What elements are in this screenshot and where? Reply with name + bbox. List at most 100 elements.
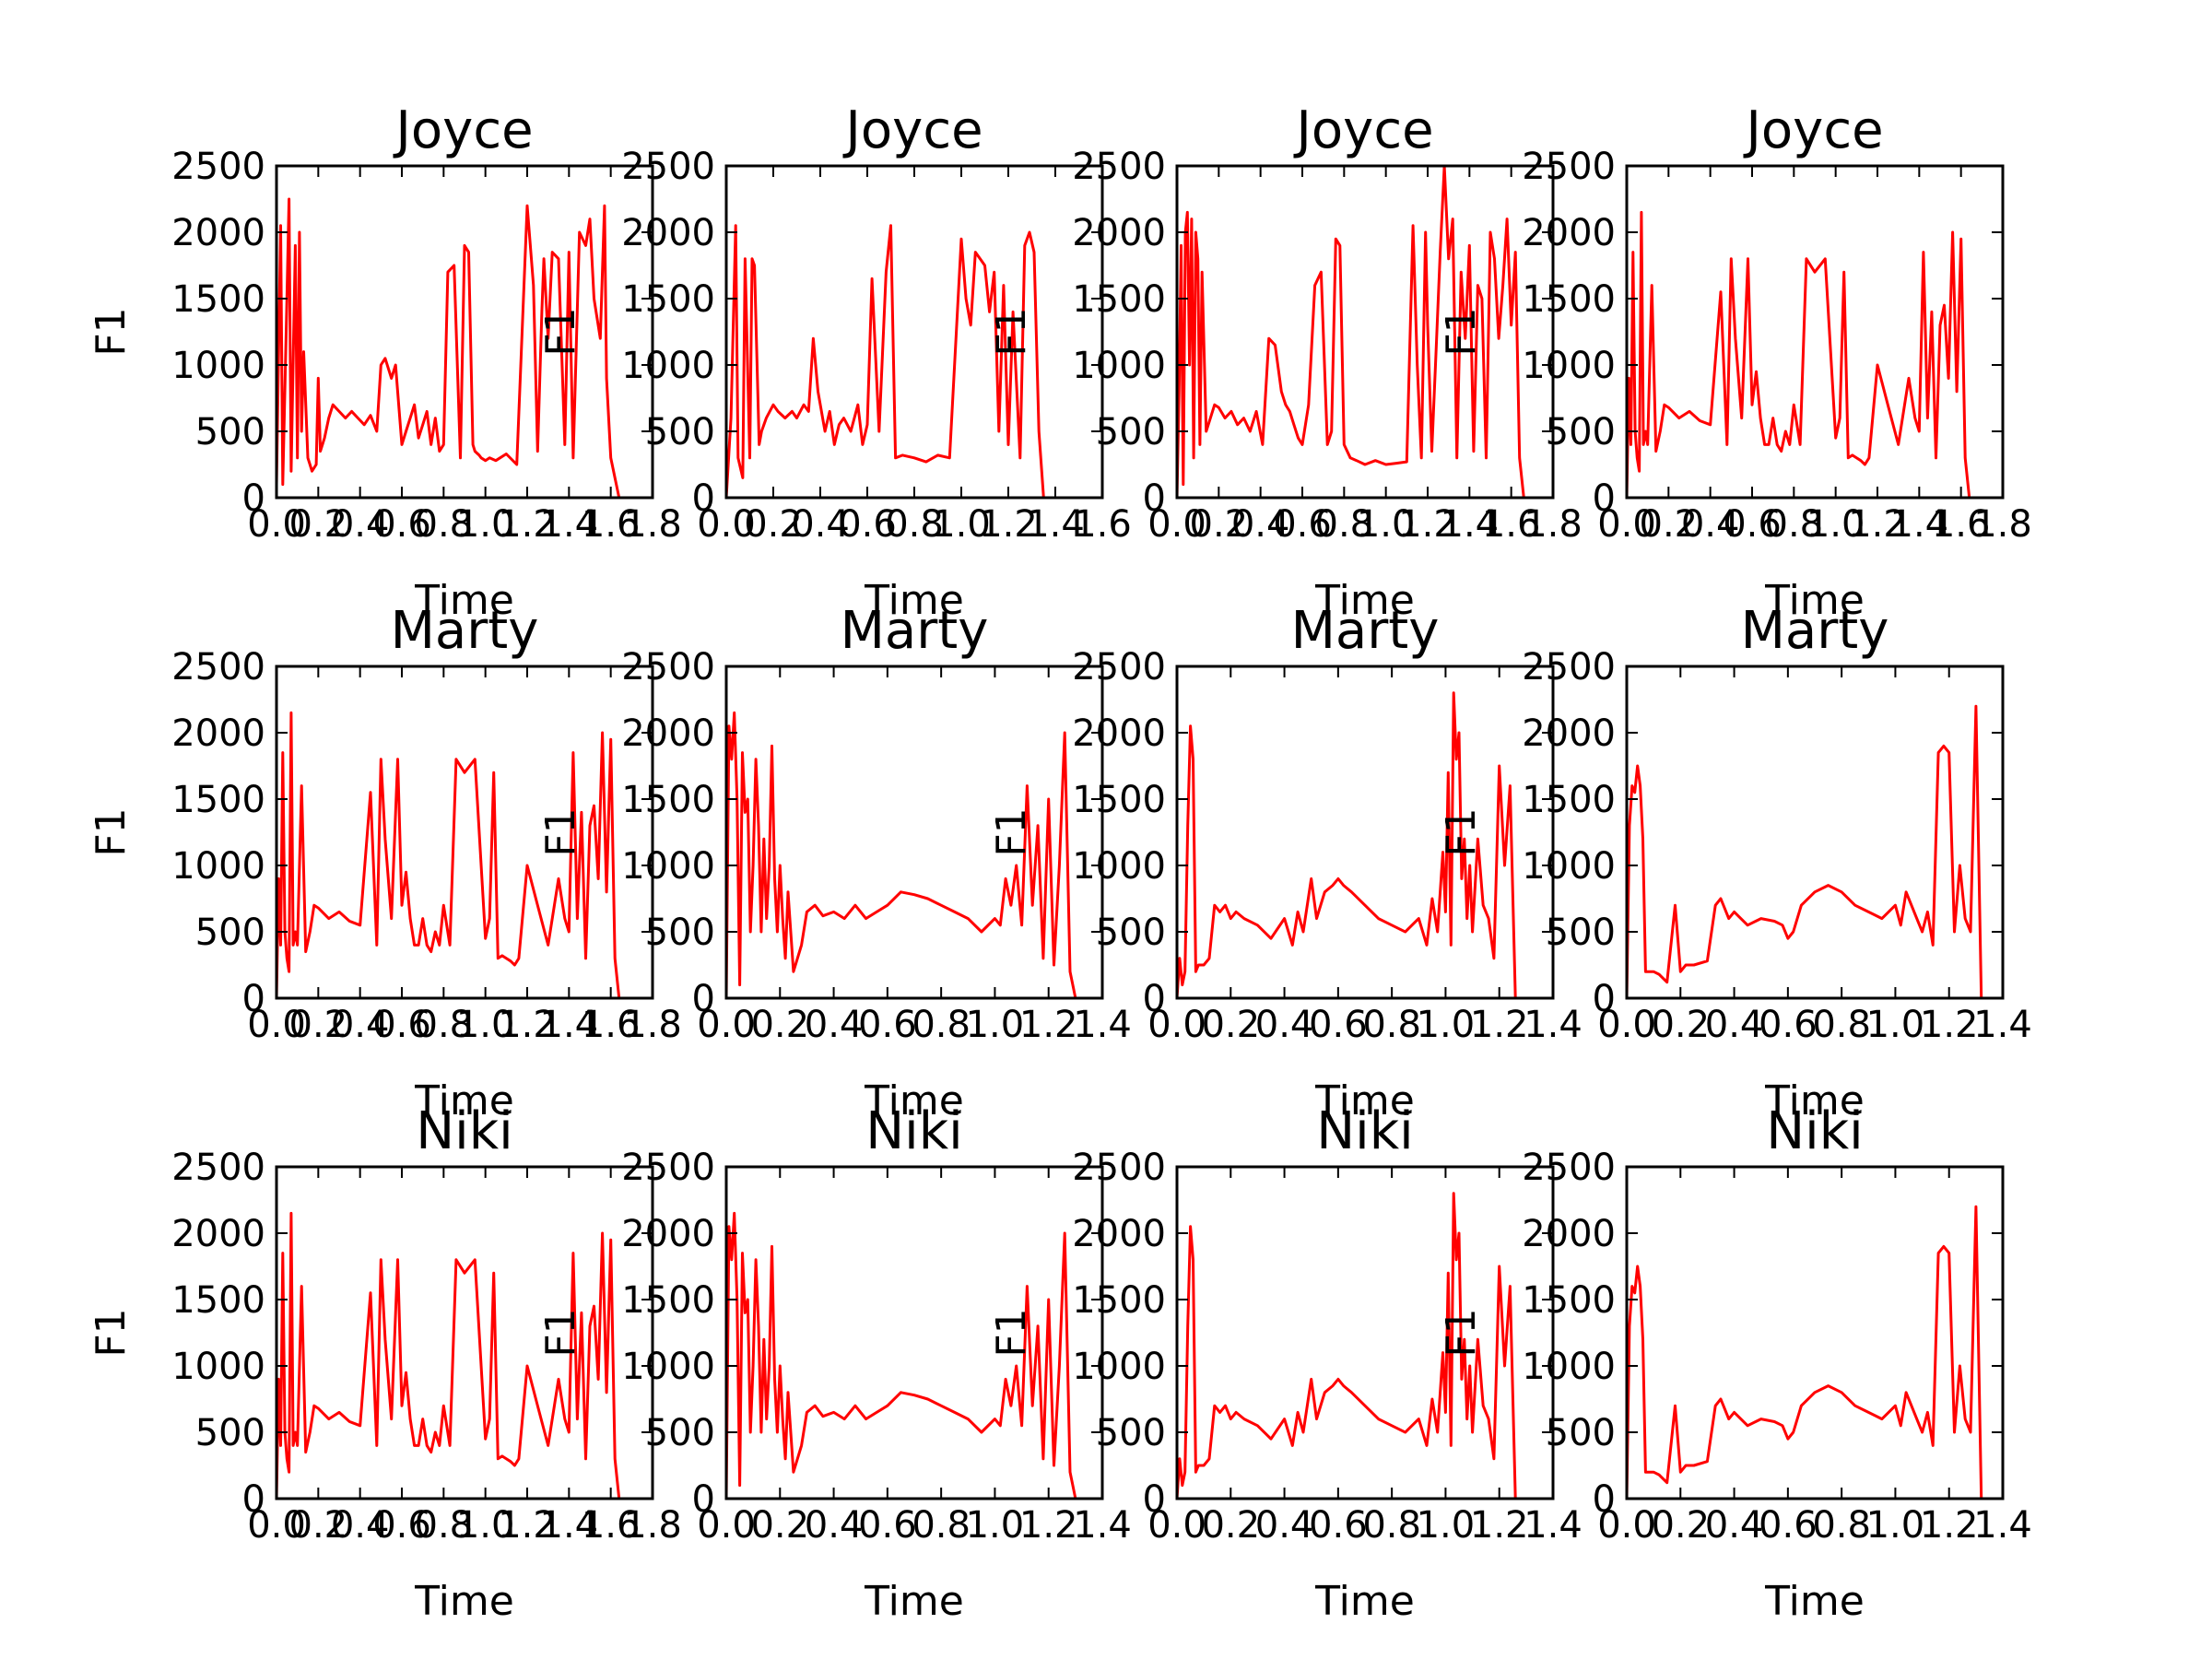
y-tick-label: 2500 — [171, 1147, 265, 1189]
x-tick-label: 1.4 — [1524, 1504, 1583, 1547]
x-tick-label: 1.2 — [1848, 503, 1907, 546]
y-tick-label: 2000 — [1072, 712, 1166, 755]
x-tick-label: 0.6 — [372, 503, 431, 546]
x-tick-label: 0.2 — [289, 503, 348, 546]
y-tick-label: 500 — [645, 411, 715, 453]
x-tick-label: 1.2 — [1470, 1004, 1529, 1046]
x-tick-label: 0.2 — [1190, 503, 1249, 546]
subplot-title: Niki — [865, 1101, 962, 1161]
x-tick-label: 0.4 — [1681, 503, 1740, 546]
x-tick-label: 0.6 — [1759, 1504, 1818, 1547]
x-tick-label: 1.2 — [1398, 503, 1457, 546]
x-axis-label: Time — [414, 1578, 514, 1625]
subplot-9: 0.00.20.40.60.81.01.21.41.61.8 0 500 1000 15… — [88, 1101, 682, 1625]
subplot-title: Niki — [1766, 1101, 1863, 1161]
series-line — [275, 197, 621, 499]
y-tick-label: 0 — [1593, 978, 1616, 1020]
y-axis-label: F1 — [988, 1308, 1035, 1357]
y-tick-label: 2500 — [171, 646, 265, 688]
y-axis-label: F1 — [988, 807, 1035, 856]
x-tick-label: 0.2 — [1651, 1004, 1710, 1046]
y-tick-label: 500 — [645, 1412, 715, 1454]
y-tick-label: 2500 — [1072, 1147, 1166, 1189]
y-tick-label: 2000 — [171, 712, 265, 755]
axes-frame — [275, 1165, 654, 1500]
x-tick-label: 1.2 — [979, 503, 1038, 546]
y-tick-label: 2000 — [1072, 1213, 1166, 1255]
y-tick-label: 2500 — [621, 146, 715, 188]
plot-background — [1627, 1167, 2003, 1499]
x-tick-label: 0.2 — [1640, 503, 1699, 546]
plot-background — [1177, 1167, 1553, 1499]
x-axis-label: Time — [1764, 1077, 1865, 1124]
x-tick-label: 0.0 — [1597, 503, 1656, 546]
x-tick-label: 0.0 — [247, 1004, 306, 1046]
plot-background — [1177, 666, 1553, 998]
x-tick-label: 0.2 — [1651, 1504, 1710, 1547]
x-axis-label: Time — [1314, 577, 1415, 624]
x-tick-label: 1.6 — [582, 1504, 641, 1547]
y-tick-label: 2500 — [1072, 646, 1166, 688]
y-axis-label: F1 — [988, 307, 1035, 356]
x-tick-label: 0.2 — [1201, 1004, 1260, 1046]
x-tick-label: 0.2 — [750, 1004, 809, 1046]
x-axis-label: Time — [414, 577, 514, 624]
y-tick-label: 0 — [242, 978, 265, 1020]
y-tick-label: 1500 — [171, 779, 265, 821]
y-tick-label: 2000 — [171, 212, 265, 254]
x-tick-label: 0.8 — [885, 503, 944, 546]
y-tick-label: 1000 — [1072, 845, 1166, 888]
y-tick-label: 1500 — [171, 278, 265, 321]
x-tick-label: 1.0 — [456, 503, 515, 546]
subplot-title: Niki — [416, 1101, 512, 1161]
y-tick-label: 2500 — [621, 646, 715, 688]
y-tick-label: 500 — [1096, 912, 1166, 954]
x-axis-label: Time — [414, 1077, 514, 1124]
x-tick-label: 0.0 — [697, 1004, 756, 1046]
x-tick-label: 0.8 — [1765, 503, 1824, 546]
x-tick-label: 0.8 — [415, 1504, 474, 1547]
x-tick-label: 1.0 — [456, 1004, 515, 1046]
y-axis-label: F1 — [537, 307, 584, 356]
y-tick-label: 500 — [1546, 411, 1616, 453]
x-tick-label: 0.2 — [750, 1504, 809, 1547]
x-tick-label: 0.8 — [1812, 1504, 1871, 1547]
y-tick-label: 2000 — [621, 212, 715, 254]
x-tick-label: 1.2 — [1920, 1004, 1979, 1046]
series-line — [1625, 1205, 1983, 1500]
subplot-title: Joyce — [393, 100, 533, 160]
y-tick-label: 500 — [1546, 1412, 1616, 1454]
axes-frame — [275, 665, 654, 1000]
x-tick-label: 0.6 — [1759, 1004, 1818, 1046]
x-tick-label: 0.0 — [697, 1504, 756, 1547]
y-tick-label: 1500 — [621, 1279, 715, 1322]
x-tick-label: 0.8 — [912, 1504, 971, 1547]
y-tick-label: 1000 — [1522, 1346, 1616, 1388]
x-tick-label: 0.8 — [1362, 1504, 1421, 1547]
subplot-title: Marty — [841, 601, 989, 661]
y-axis-label: F1 — [1438, 807, 1485, 856]
x-tick-label: 1.4 — [1890, 503, 1949, 546]
x-tick-label: 0.6 — [1309, 1004, 1368, 1046]
x-tick-label: 0.4 — [331, 1504, 390, 1547]
subplot-title: Marty — [1291, 601, 1440, 661]
x-tick-label: 0.0 — [1147, 503, 1206, 546]
x-tick-label: 0.8 — [1362, 1004, 1421, 1046]
x-tick-label: 0.4 — [1705, 1004, 1764, 1046]
series-line — [724, 224, 1055, 500]
y-tick-label: 500 — [195, 912, 265, 954]
x-tick-label: 0.0 — [1597, 1004, 1656, 1046]
x-tick-label: 0.6 — [372, 1504, 431, 1547]
y-tick-label: 1000 — [1072, 1346, 1166, 1388]
y-tick-label: 1500 — [1072, 779, 1166, 821]
subplot-6: 0.00.20.40.60.81.01.21.40500100015002000… — [537, 601, 1132, 1124]
x-tick-label: 1.0 — [1417, 1504, 1476, 1547]
axes-frame — [1175, 164, 1555, 500]
y-axis-label: F1 — [537, 807, 584, 856]
series-line — [1175, 691, 1517, 999]
plot-background — [1177, 166, 1553, 498]
x-tick-label: 0.2 — [1201, 1504, 1260, 1547]
x-tick-label: 0.0 — [1147, 1504, 1206, 1547]
axes-frame — [1175, 665, 1555, 1000]
y-tick-label: 1000 — [171, 845, 265, 888]
